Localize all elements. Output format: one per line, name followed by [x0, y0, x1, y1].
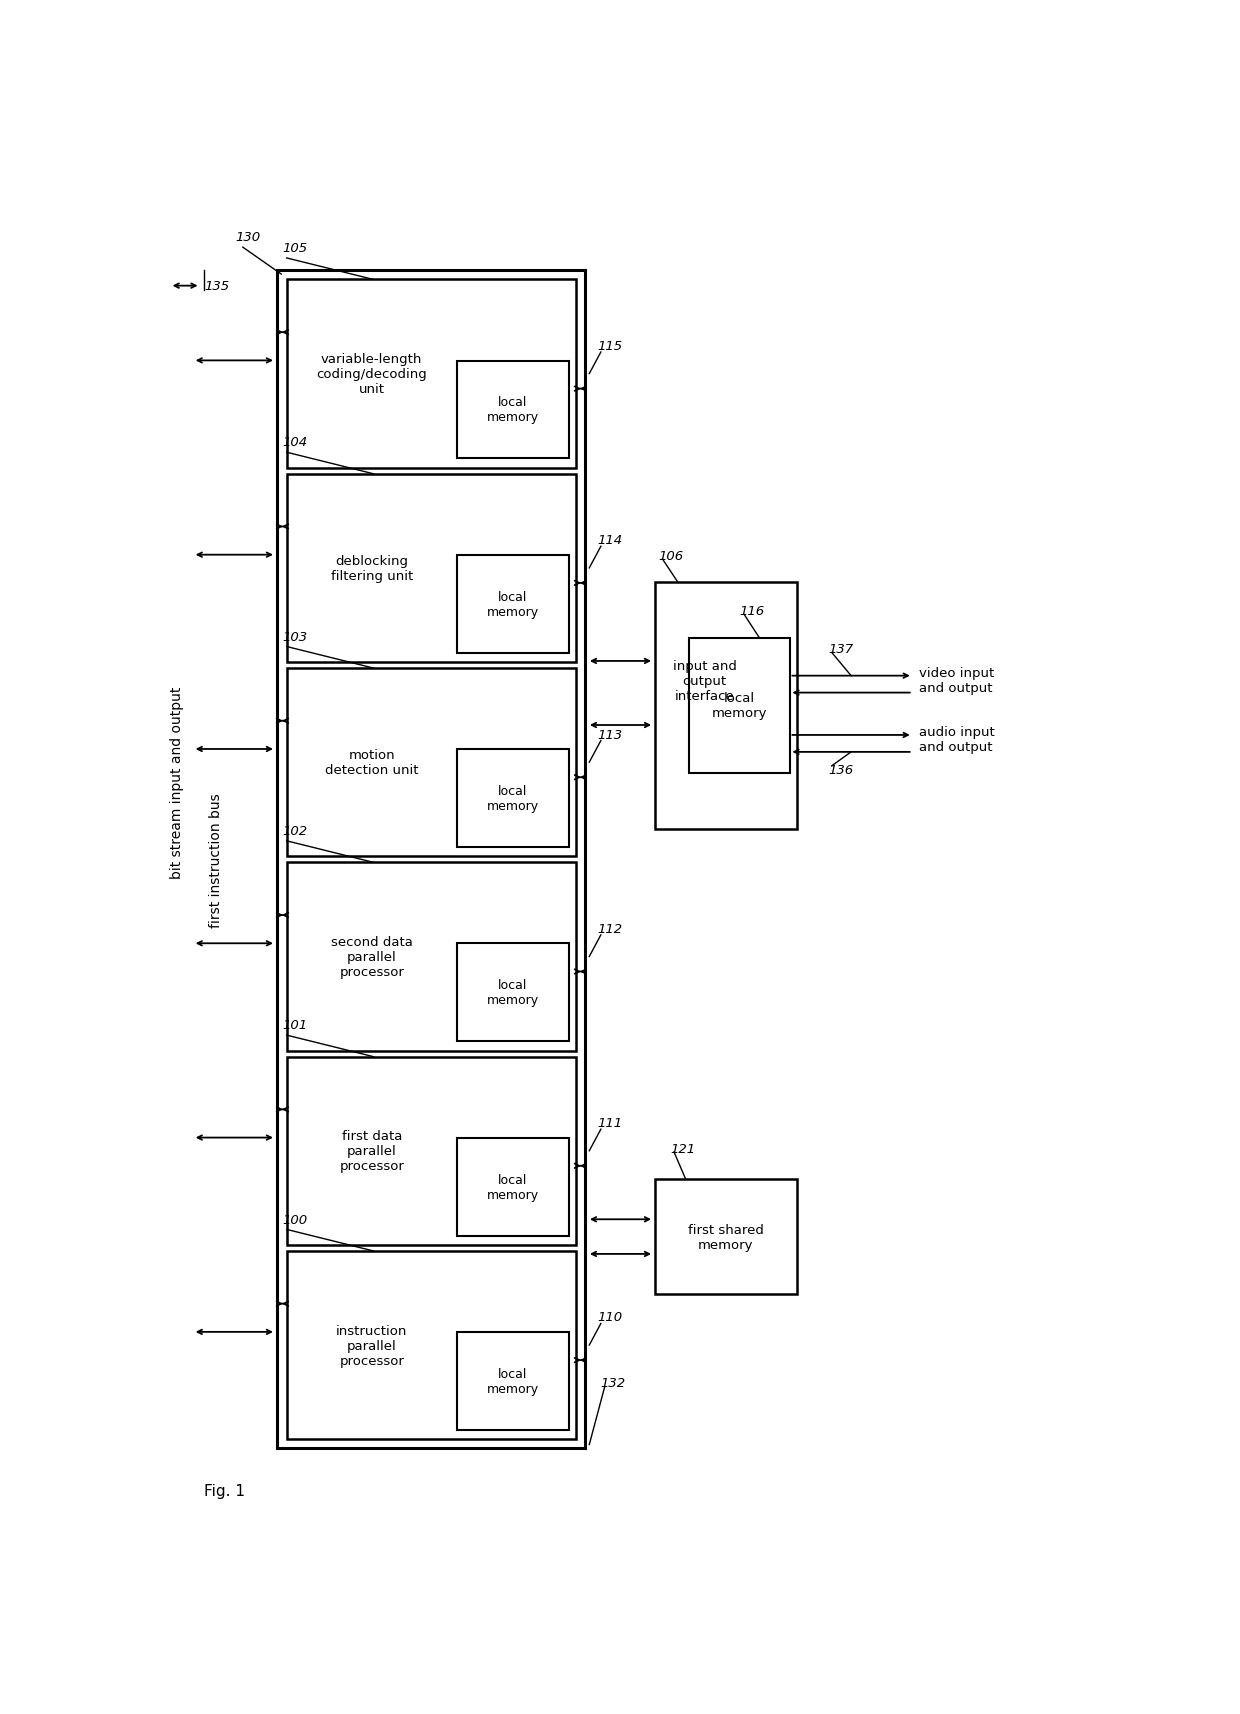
Text: 135: 135	[205, 279, 229, 293]
Text: local
memory: local memory	[712, 692, 768, 720]
Text: bit stream input and output: bit stream input and output	[170, 687, 185, 879]
Text: video input
and output: video input and output	[919, 667, 994, 694]
Text: 130: 130	[236, 231, 260, 243]
Bar	[286, 281, 577, 468]
Text: input and
output
interface: input and output interface	[672, 660, 737, 703]
Text: instruction
parallel
processor: instruction parallel processor	[336, 1323, 408, 1366]
Bar	[286, 475, 577, 663]
Bar	[689, 639, 790, 773]
Text: 121: 121	[670, 1142, 696, 1155]
Text: 114: 114	[596, 535, 622, 547]
Bar	[655, 583, 797, 830]
Text: 132: 132	[601, 1376, 626, 1390]
Text: 115: 115	[596, 339, 622, 353]
Bar	[286, 1251, 577, 1440]
Text: 100: 100	[283, 1214, 308, 1226]
Bar	[286, 668, 577, 857]
Bar	[456, 555, 568, 653]
Bar	[286, 862, 577, 1051]
Text: 102: 102	[283, 824, 308, 838]
Text: deblocking
filtering unit: deblocking filtering unit	[331, 555, 413, 583]
Text: first shared
memory: first shared memory	[688, 1222, 764, 1251]
Text: 106: 106	[658, 548, 683, 562]
Text: first data
parallel
processor: first data parallel processor	[340, 1130, 404, 1172]
Text: 136: 136	[828, 764, 853, 776]
Text: 116: 116	[739, 605, 765, 619]
Text: variable-length
coding/decoding
unit: variable-length coding/decoding unit	[316, 353, 427, 396]
Text: 113: 113	[596, 728, 622, 740]
Text: 111: 111	[596, 1116, 622, 1130]
Text: 101: 101	[283, 1018, 308, 1032]
Text: local
memory: local memory	[486, 396, 538, 425]
Text: 137: 137	[828, 643, 853, 656]
Text: 105: 105	[283, 242, 308, 255]
Bar	[456, 1332, 568, 1429]
Text: audio input
and output: audio input and output	[919, 725, 994, 754]
Text: 112: 112	[596, 922, 622, 936]
Text: motion
detection unit: motion detection unit	[325, 749, 419, 776]
Text: first instruction bus: first instruction bus	[208, 792, 223, 927]
Bar	[286, 1058, 577, 1244]
Text: local
memory: local memory	[486, 979, 538, 1006]
Text: local
memory: local memory	[486, 1368, 538, 1395]
Text: second data
parallel
processor: second data parallel processor	[331, 936, 413, 979]
Bar	[456, 1138, 568, 1236]
Text: 104: 104	[283, 435, 308, 449]
Text: local
memory: local memory	[486, 590, 538, 619]
Text: local
memory: local memory	[486, 1172, 538, 1202]
Text: 110: 110	[596, 1311, 622, 1323]
Text: Fig. 1: Fig. 1	[205, 1483, 246, 1498]
Bar	[456, 362, 568, 459]
Text: local
memory: local memory	[486, 785, 538, 812]
Bar	[655, 1179, 797, 1294]
Bar	[456, 749, 568, 847]
Text: 103: 103	[283, 631, 308, 643]
Bar	[456, 944, 568, 1042]
